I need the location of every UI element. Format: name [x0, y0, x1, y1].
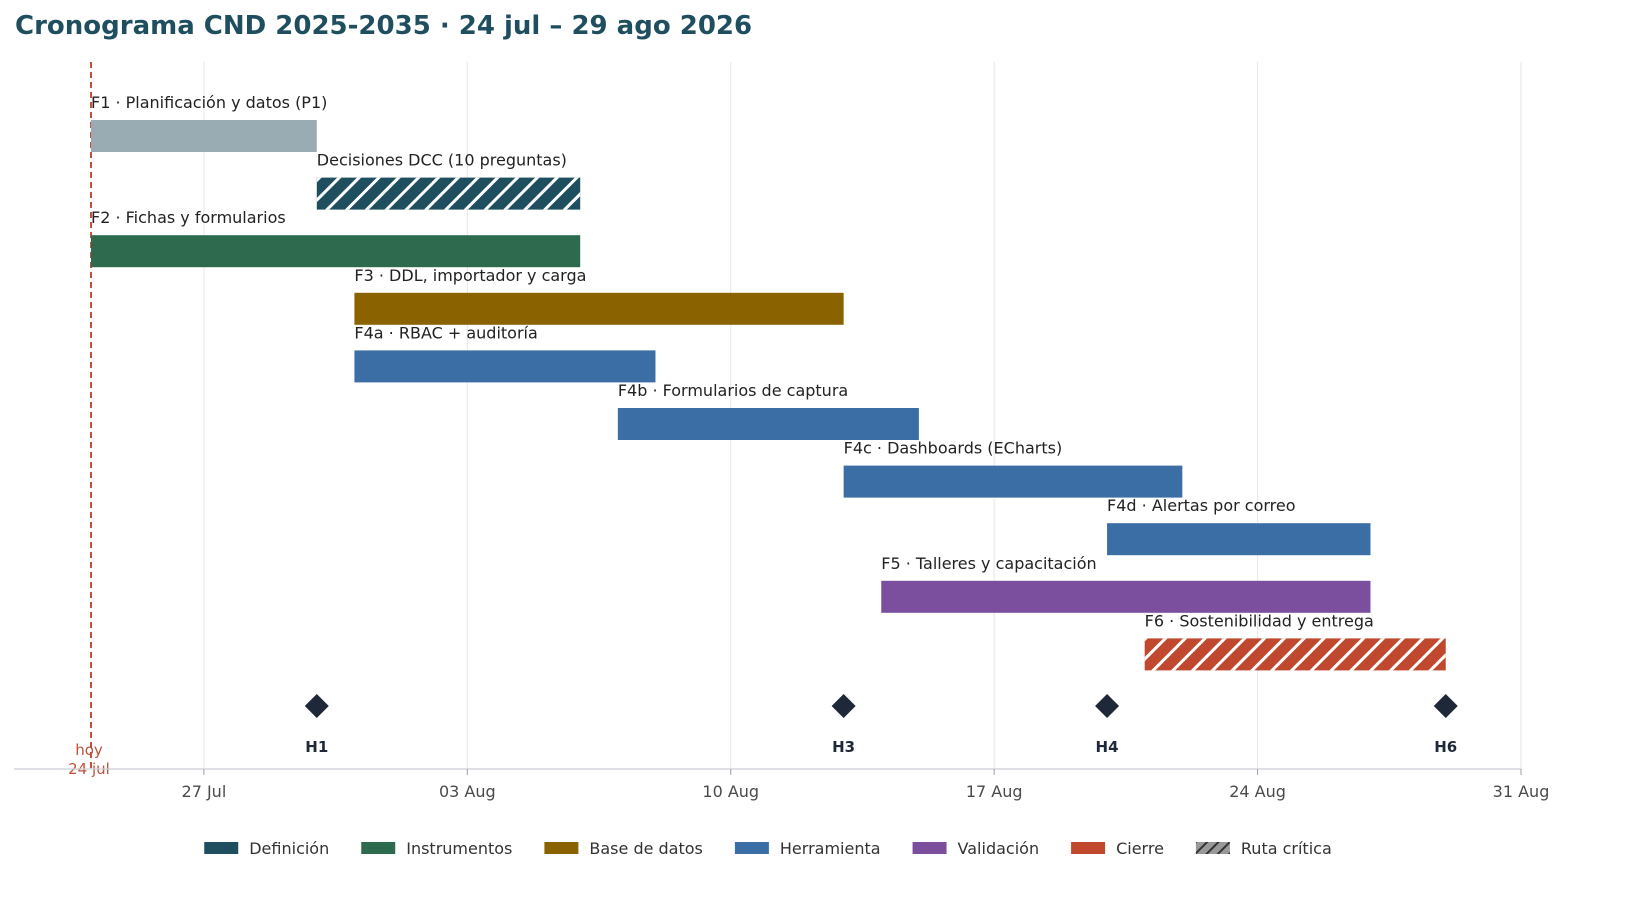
x-tick-label: 31 Aug [1493, 782, 1550, 801]
legend-swatch-hatch [1195, 842, 1230, 854]
task-row: F1 · Planificación y datos (P1) [91, 93, 327, 152]
legend-item: Ruta crítica [1195, 839, 1332, 858]
milestone-diamond [1433, 694, 1458, 718]
legend-label: Cierre [1116, 839, 1164, 858]
legend-swatch [912, 842, 947, 854]
task-row: F4d · Alertas por correo [1107, 496, 1371, 556]
task-label: F2 · Fichas y formularios [91, 208, 286, 227]
milestone-diamond [1095, 694, 1120, 718]
task-label: F4a · RBAC + auditoría [354, 323, 537, 342]
task-bar [617, 408, 919, 440]
today-label: hoy [75, 741, 103, 759]
legend-swatch [734, 842, 769, 854]
legend-label: Validación [958, 839, 1040, 858]
task-row: F3 · DDL, importador y carga [354, 266, 844, 325]
task-label: F3 · DDL, importador y carga [354, 266, 586, 285]
legend-swatch [361, 842, 396, 854]
legend-swatch [1071, 842, 1106, 854]
task-bar [354, 292, 844, 325]
milestones: H1 H3 H4 H6 [304, 694, 1458, 756]
legend-item: Definición [204, 839, 329, 858]
legend-swatch [204, 842, 239, 854]
task-bars: F1 · Planificación y datos (P1) Decisione… [91, 93, 1446, 671]
x-tick-label: 03 Aug [439, 782, 496, 801]
task-row: F6 · Sostenibilidad y entrega [1144, 611, 1446, 671]
x-tick-label: 10 Aug [702, 782, 759, 801]
legend-item: Cierre [1071, 839, 1164, 858]
task-bar-hatch [316, 177, 581, 210]
milestone-diamond [304, 694, 329, 718]
task-row: F5 · Talleres y capacitación [881, 554, 1371, 613]
x-tick-label: 24 Aug [1229, 782, 1286, 801]
legend: Definición Instrumentos Base de datos Herra… [204, 839, 1332, 858]
task-label: Decisiones DCC (10 preguntas) [317, 151, 567, 170]
task-row: F4c · Dashboards (ECharts) [843, 439, 1183, 498]
task-bar-hatch [1144, 638, 1446, 671]
legend-item: Base de datos [544, 839, 703, 858]
task-label: F4d · Alertas por correo [1107, 496, 1295, 515]
task-row: F4b · Formularios de captura [617, 381, 919, 440]
task-label: F1 · Planificación y datos (P1) [91, 93, 327, 112]
task-label: F4c · Dashboards (ECharts) [844, 439, 1063, 458]
legend-label: Herramienta [780, 839, 881, 858]
x-tick-label: 27 Jul [182, 782, 227, 801]
task-label: F4b · Formularios de captura [618, 381, 848, 400]
task-bar [354, 350, 656, 383]
x-tick-label: 17 Aug [966, 782, 1023, 801]
chart-title: Cronograma CND 2025-2035 · 24 jul – 29 a… [15, 11, 752, 41]
legend-label: Instrumentos [406, 839, 512, 858]
task-row: F4a · RBAC + auditoría [354, 323, 656, 383]
task-bar [881, 580, 1371, 613]
task-bar [91, 235, 581, 268]
legend-item: Herramienta [734, 839, 881, 858]
legend-item: Instrumentos [361, 839, 512, 858]
x-axis: 27 Jul 03 Aug 10 Aug 17 Aug 24 Aug 31 Aug [14, 768, 1550, 801]
task-row: Decisiones DCC (10 preguntas) [316, 151, 581, 210]
task-bar [1107, 523, 1371, 556]
task-bar [843, 465, 1183, 498]
task-bar [91, 120, 317, 152]
legend-item: Validación [912, 839, 1040, 858]
legend-label: Definición [249, 839, 329, 858]
legend-label: Ruta crítica [1241, 839, 1332, 858]
legend-swatch [544, 842, 579, 854]
task-label: F5 · Talleres y capacitación [881, 554, 1096, 573]
task-label: F6 · Sostenibilidad y entrega [1145, 611, 1374, 630]
legend-label: Base de datos [589, 839, 703, 858]
task-row: F2 · Fichas y formularios [91, 208, 581, 268]
milestone-label: H3 [832, 738, 855, 756]
milestone-label: H6 [1434, 738, 1457, 756]
milestone-label: H4 [1096, 738, 1119, 756]
milestone-label: H1 [305, 738, 328, 756]
milestone-diamond [831, 694, 856, 718]
